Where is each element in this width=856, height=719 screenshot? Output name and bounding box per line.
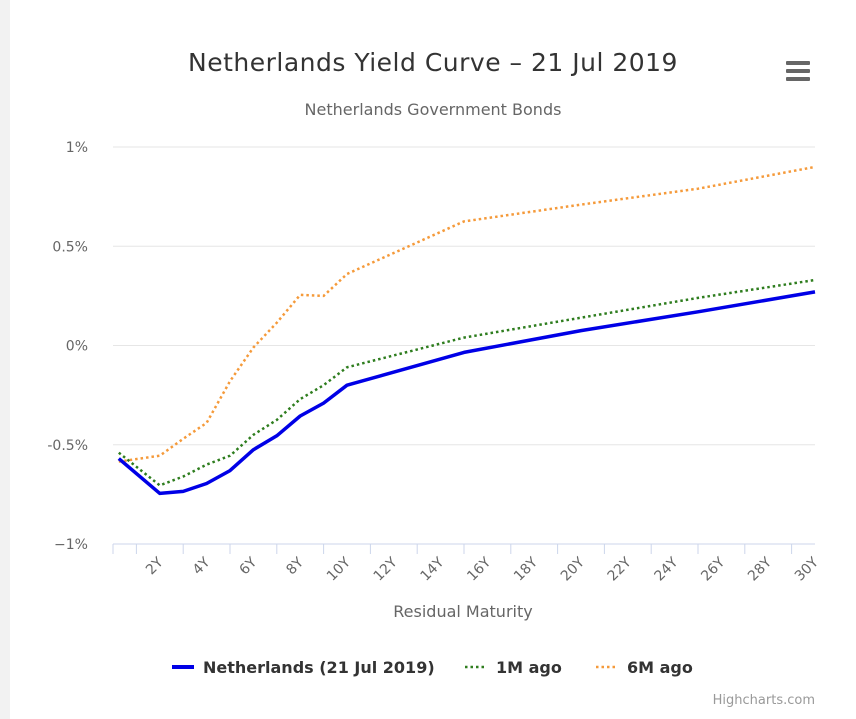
legend-item[interactable]: 6M ago (627, 658, 693, 677)
y-tick-label: 0.5% (52, 239, 88, 255)
y-tick-label: 0% (66, 339, 88, 355)
x-tick-label: 20Y (558, 554, 588, 584)
y-axis-labels: −1% -0.5% 0% 0.5% 1% (47, 140, 88, 553)
legend: Netherlands (21 Jul 2019) 1M ago 6M ago (172, 658, 693, 677)
x-axis-title: Residual Maturity (393, 602, 532, 621)
legend-item[interactable]: Netherlands (21 Jul 2019) (203, 658, 435, 677)
legend-item[interactable]: 1M ago (496, 658, 562, 677)
x-tick-label: 24Y (651, 554, 681, 584)
grid-lines (113, 146, 815, 545)
x-tick-label: 2Y (143, 554, 167, 578)
series-line[interactable] (118, 278, 816, 487)
series-line[interactable] (117, 290, 816, 496)
y-tick-label: −1% (54, 537, 88, 553)
x-axis-labels: 2Y 4Y 6Y 8Y 10Y 12Y 14Y 16Y 18Y 20Y 22Y 24Y 26Y 28Y 30… (143, 554, 822, 584)
x-tick-label: 8Y (283, 554, 307, 578)
chart-title: Netherlands Yield Curve – 21 Jul 2019 (188, 48, 678, 77)
x-tick-label: 10Y (324, 554, 354, 584)
x-tick-label: 14Y (417, 554, 447, 584)
x-tick-label: 4Y (190, 554, 214, 578)
x-tick-label: 30Y (792, 554, 822, 584)
x-tick-label: 6Y (237, 554, 261, 578)
hamburger-menu-icon[interactable] (784, 58, 812, 84)
series-line[interactable] (118, 165, 816, 463)
x-tick-label: 16Y (464, 554, 494, 584)
chart-subtitle: Netherlands Government Bonds (304, 100, 562, 119)
menu-bar (786, 69, 810, 73)
series-lines (117, 165, 816, 496)
highcharts-credit[interactable]: Highcharts.com (712, 693, 815, 708)
x-tick-label: 18Y (511, 554, 541, 584)
y-tick-label: -0.5% (47, 438, 88, 454)
x-tick-label: 26Y (698, 554, 728, 584)
x-axis (112, 543, 815, 554)
menu-bar (786, 77, 810, 81)
x-tick-label: 28Y (745, 554, 775, 584)
y-tick-label: 1% (66, 140, 88, 156)
x-tick-label: 22Y (605, 554, 635, 584)
x-tick-label: 12Y (371, 554, 401, 584)
menu-bar (786, 61, 810, 65)
left-border (0, 0, 10, 719)
